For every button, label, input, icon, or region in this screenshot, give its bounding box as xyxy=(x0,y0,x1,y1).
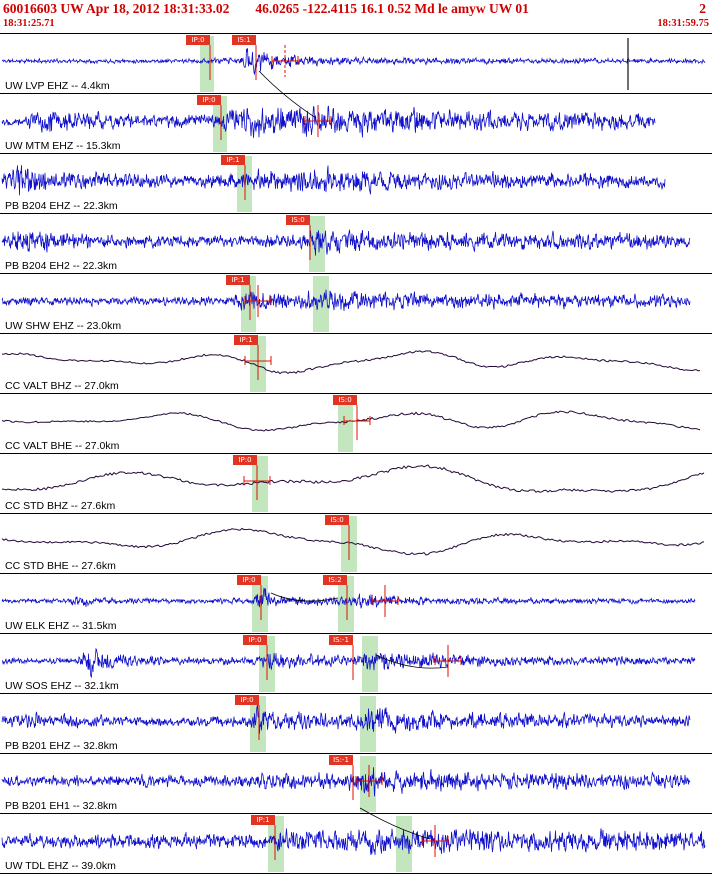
trace-row-10[interactable]: IP:0 IS:2 UW ELK EHZ -- 31.5km xyxy=(0,573,712,633)
trace-label: PB B204 EH2 -- 22.3km xyxy=(5,260,118,272)
trace-row-3[interactable]: IP:1 PB B204 EHZ -- 22.3km xyxy=(0,153,712,213)
trace-plot[interactable] xyxy=(0,514,712,573)
pick-uncertainty-band xyxy=(250,696,266,752)
trace-plot[interactable] xyxy=(0,334,712,393)
trace-plot[interactable] xyxy=(0,454,712,513)
pick-flag[interactable]: IP:0 xyxy=(235,695,259,705)
trace-label: UW ELK EHZ -- 31.5km xyxy=(5,620,117,632)
pick-uncertainty-band xyxy=(252,456,268,512)
window-end-time: 18:31:59.75 xyxy=(657,18,709,29)
trace-plot[interactable] xyxy=(0,154,712,213)
waveform xyxy=(1,527,705,556)
trace-plot[interactable] xyxy=(0,394,712,453)
pick-flag[interactable]: IS:0 xyxy=(325,515,349,525)
pick-flag[interactable]: IP:1 xyxy=(221,155,245,165)
waveform xyxy=(1,289,691,311)
trace-label: UW LVP EHZ -- 4.4km xyxy=(5,80,110,92)
trace-label: CC STD BHE -- 27.6km xyxy=(5,560,116,572)
trace-label: UW MTM EHZ -- 15.3km xyxy=(5,140,121,152)
pick-flag[interactable]: IP:0 xyxy=(197,95,221,105)
waveform xyxy=(1,48,706,76)
pick-flag[interactable]: IP:0 xyxy=(243,635,267,645)
waveform xyxy=(1,587,696,609)
pick-error-bar[interactable] xyxy=(304,105,332,137)
trace-label: PB B201 EHZ -- 32.8km xyxy=(5,740,118,752)
trace-row-7[interactable]: IS:0 CC VALT BHE -- 27.0km xyxy=(0,393,712,453)
pick-flag[interactable]: IP:1 xyxy=(234,335,258,345)
waveform xyxy=(1,704,691,734)
trace-row-4[interactable]: IS:0 PB B204 EH2 -- 22.3km xyxy=(0,213,712,273)
pick-uncertainty-band xyxy=(338,396,353,452)
pick-flag[interactable]: IS:0 xyxy=(333,395,357,405)
pick-error-bar[interactable] xyxy=(243,465,271,497)
event-header: 60016603 UW Apr 18, 2012 18:31:33.02 46.… xyxy=(0,0,712,33)
trace-row-12[interactable]: IP:0 PB B201 EHZ -- 32.8km xyxy=(0,693,712,753)
pick-error-bar[interactable] xyxy=(271,45,299,77)
trace-row-8[interactable]: IP:0 CC STD BHZ -- 27.6km xyxy=(0,453,712,513)
trace-area: IP:0 IS:1 UW LVP EHZ -- 4.4km IP:0 UW MTM EH… xyxy=(0,33,712,874)
pick-uncertainty-band xyxy=(213,96,227,152)
trace-row-5[interactable]: IP:1 UW SHW EHZ -- 23.0km xyxy=(0,273,712,333)
pick-flag[interactable]: IS:-1 xyxy=(329,755,353,765)
event-summary-count: 2 xyxy=(699,1,706,16)
pick-uncertainty-band xyxy=(241,276,256,332)
pick-error-bar[interactable] xyxy=(244,285,272,317)
trace-plot[interactable] xyxy=(0,694,712,753)
trace-label: PB B204 EHZ -- 22.3km xyxy=(5,200,118,212)
trace-label: CC VALT BHZ -- 27.0km xyxy=(5,380,119,392)
trace-row-1[interactable]: IP:0 IS:1 UW LVP EHZ -- 4.4km xyxy=(0,33,712,93)
pick-error-bar[interactable] xyxy=(434,645,462,677)
trace-row-14[interactable]: IP:1 UW TDL EHZ -- 39.0km xyxy=(0,813,712,873)
pick-flag[interactable]: IS:0 xyxy=(286,215,310,225)
waveform xyxy=(1,828,706,856)
pick-error-bar[interactable] xyxy=(355,765,383,797)
event-title-line: 60016603 UW Apr 18, 2012 18:31:33.02 46.… xyxy=(0,0,712,17)
trace-label: CC VALT BHE -- 27.0km xyxy=(5,440,120,452)
pick-flag[interactable]: IP:0 xyxy=(186,35,210,45)
waveform xyxy=(1,229,691,256)
trace-plot[interactable] xyxy=(0,754,712,813)
trace-label: PB B201 EH1 -- 32.8km xyxy=(5,800,118,812)
pick-error-bar[interactable] xyxy=(244,345,272,377)
event-summary-left: 60016603 UW Apr 18, 2012 18:31:33.02 xyxy=(3,1,230,16)
trace-plot[interactable] xyxy=(0,214,712,273)
pick-uncertainty-band xyxy=(313,276,329,332)
trace-row-2[interactable]: IP:0 UW MTM EHZ -- 15.3km xyxy=(0,93,712,153)
trace-label: CC STD BHZ -- 27.6km xyxy=(5,500,116,512)
pick-uncertainty-band xyxy=(338,576,354,632)
trace-label: UW SOS EHZ -- 32.1km xyxy=(5,680,119,692)
time-window-line: 18:31:25.71 18:31:59.75 xyxy=(0,18,712,29)
pick-flag[interactable]: IP:0 xyxy=(237,575,261,585)
waveform xyxy=(1,647,696,678)
trace-row-13[interactable]: IS:-1 PB B201 EH1 -- 32.8km xyxy=(0,753,712,813)
waveform xyxy=(1,105,656,138)
pick-flag[interactable]: IS:1 xyxy=(232,35,256,45)
pick-error-bar[interactable] xyxy=(343,405,371,437)
trace-plot[interactable] xyxy=(0,274,712,333)
window-start-time: 18:31:25.71 xyxy=(3,18,55,29)
trace-plot[interactable] xyxy=(0,574,712,633)
trace-row-11[interactable]: IP:0 IS:-1 UW SOS EHZ -- 32.1km xyxy=(0,633,712,693)
pick-flag[interactable]: IP:1 xyxy=(251,815,275,825)
pick-flag[interactable]: IS:2 xyxy=(323,575,347,585)
pick-uncertainty-band xyxy=(309,216,325,272)
trace-label: UW SHW EHZ -- 23.0km xyxy=(5,320,122,332)
pick-flag[interactable]: IP:1 xyxy=(226,275,250,285)
trace-label: UW TDL EHZ -- 39.0km xyxy=(5,860,116,872)
trace-plot[interactable] xyxy=(0,94,712,153)
trace-row-6[interactable]: IP:1 CC VALT BHZ -- 27.0km xyxy=(0,333,712,393)
pick-flag[interactable]: IS:-1 xyxy=(329,635,353,645)
event-summary-location: 46.0265 -122.4115 16.1 0.52 Md le amyw U… xyxy=(255,1,529,16)
waveform xyxy=(2,350,701,375)
trace-row-9[interactable]: IS:0 CC STD BHE -- 27.6km xyxy=(0,513,712,573)
waveform xyxy=(1,165,666,196)
trace-plot[interactable] xyxy=(0,34,712,93)
pick-flag[interactable]: IP:0 xyxy=(233,455,257,465)
waveform xyxy=(1,767,691,797)
pick-error-bar[interactable] xyxy=(371,585,399,617)
waveform xyxy=(1,464,705,493)
